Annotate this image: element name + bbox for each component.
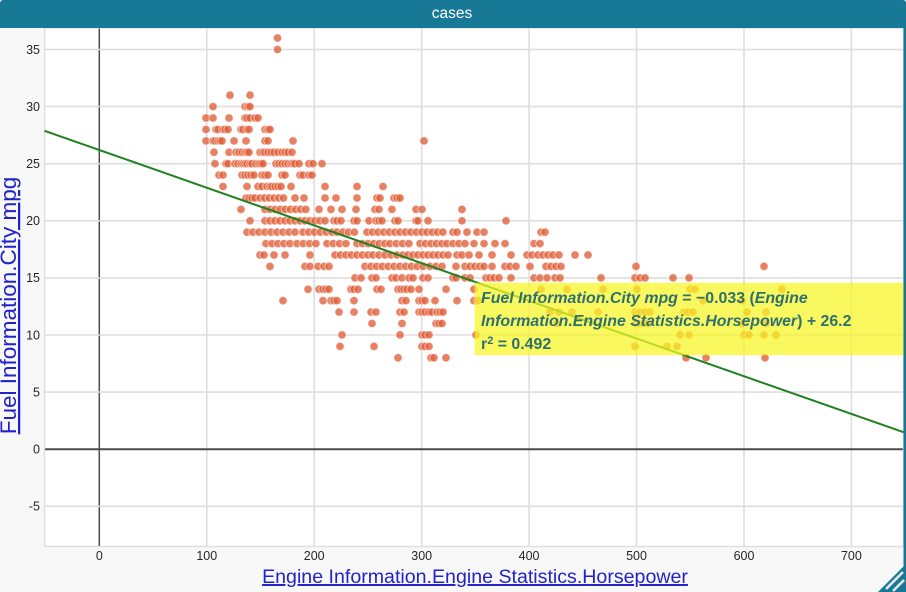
svg-text:Fuel Information.City mpg = −0: Fuel Information.City mpg = −0.033 (Engi…: [481, 290, 808, 307]
svg-text:500: 500: [626, 549, 647, 563]
svg-text:r2 = 0.492: r2 = 0.492: [481, 335, 551, 353]
svg-text:600: 600: [734, 549, 755, 563]
svg-text:-5: -5: [29, 500, 40, 514]
svg-text:Engine Information.Engine Stat: Engine Information.Engine Statistics.Hor…: [262, 566, 688, 588]
svg-text:200: 200: [304, 549, 325, 563]
svg-text:25: 25: [26, 157, 40, 171]
svg-text:cases: cases: [432, 5, 473, 22]
svg-text:35: 35: [26, 43, 40, 57]
svg-text:0: 0: [96, 549, 103, 563]
svg-text:300: 300: [411, 549, 432, 563]
svg-text:15: 15: [26, 271, 40, 285]
svg-text:30: 30: [26, 100, 40, 114]
svg-text:100: 100: [196, 549, 217, 563]
svg-text:Fuel Information.City mpg: Fuel Information.City mpg: [0, 177, 21, 435]
svg-text:Information.Engine Statistics.: Information.Engine Statistics.Horsepower…: [481, 313, 852, 330]
svg-text:5: 5: [33, 385, 40, 399]
svg-text:400: 400: [519, 549, 540, 563]
svg-text:700: 700: [841, 549, 862, 563]
svg-text:10: 10: [26, 328, 40, 342]
svg-text:0: 0: [33, 443, 40, 457]
svg-text:20: 20: [26, 214, 40, 228]
